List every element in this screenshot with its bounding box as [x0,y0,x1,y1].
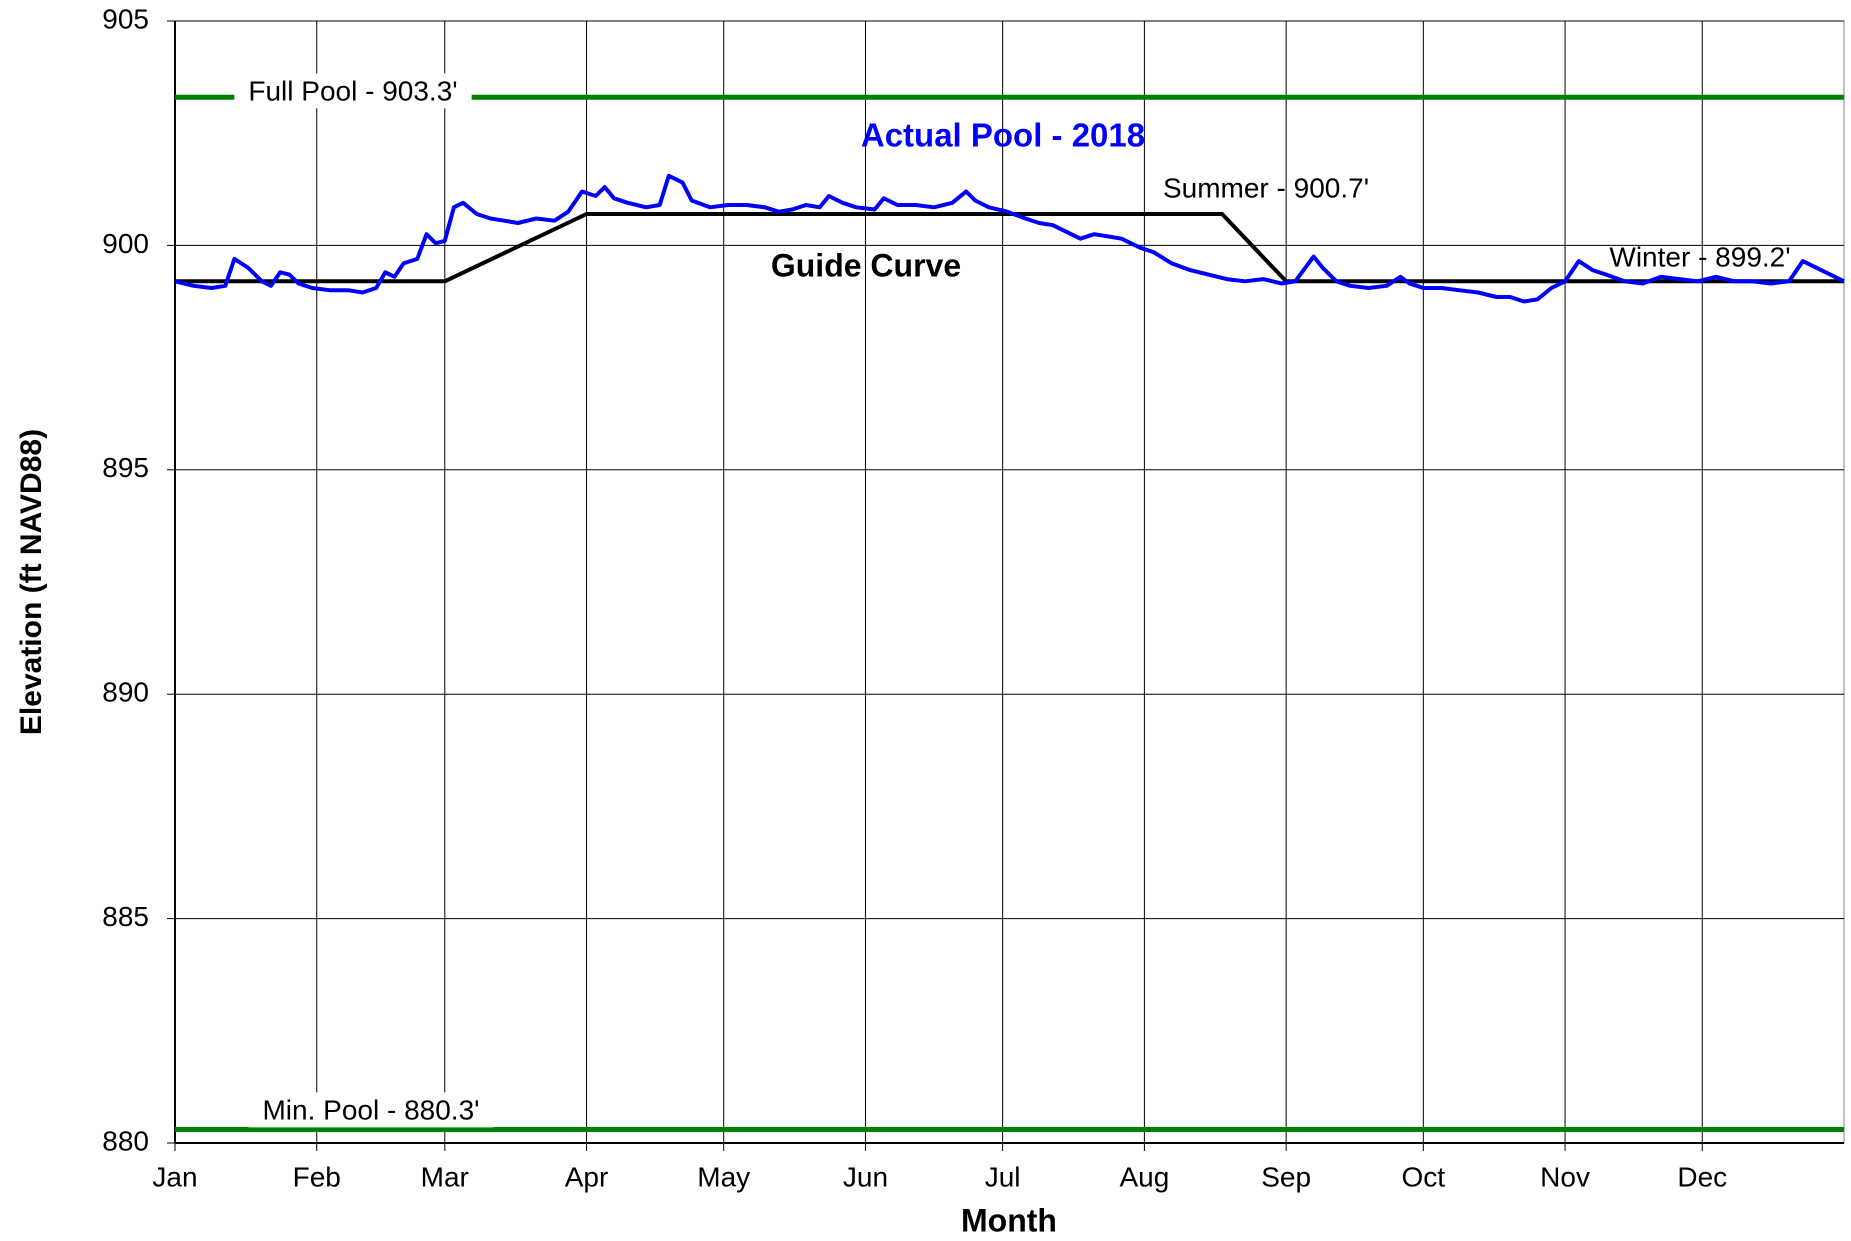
series-label: Full Pool - 903.3' [248,75,457,106]
x-tick-label: Jul [985,1161,1021,1192]
annotation: Winter - 899.2' [1609,241,1790,272]
plot-area [174,20,1845,1144]
x-tick-label: Jun [843,1161,888,1192]
x-axis-title: Month [961,1202,1057,1238]
y-tick-label: 900 [102,228,149,259]
annotation: Summer - 900.7' [1163,172,1369,203]
series-line [175,212,1844,284]
x-tick-label: Oct [1402,1161,1446,1192]
x-tick-label: Aug [1119,1161,1169,1192]
x-tick-label: Mar [421,1161,469,1192]
series-label: Guide Curve [771,247,961,283]
series-label: Actual Pool - 2018 [861,117,1145,154]
x-tick-label: Feb [293,1161,341,1192]
x-tick-label: Dec [1677,1161,1727,1192]
y-tick-label: 890 [102,677,149,708]
x-tick-label: Jan [152,1161,197,1192]
series-label: Min. Pool - 880.3' [262,1094,479,1125]
series-line [174,173,1845,304]
y-axis-title: Elevation (ft NAVD88) [15,429,48,735]
y-tick-label: 885 [102,901,149,932]
label-background [234,73,472,109]
x-tick-label: Sep [1261,1161,1311,1192]
x-tick-label: Apr [565,1161,609,1192]
x-tick-label: Nov [1540,1161,1590,1192]
x-tick-label: May [697,1161,750,1192]
y-tick-label: 895 [102,452,149,483]
y-tick-label: 880 [102,1125,149,1156]
y-tick-label: 905 [102,3,149,34]
label-background [248,1092,494,1128]
